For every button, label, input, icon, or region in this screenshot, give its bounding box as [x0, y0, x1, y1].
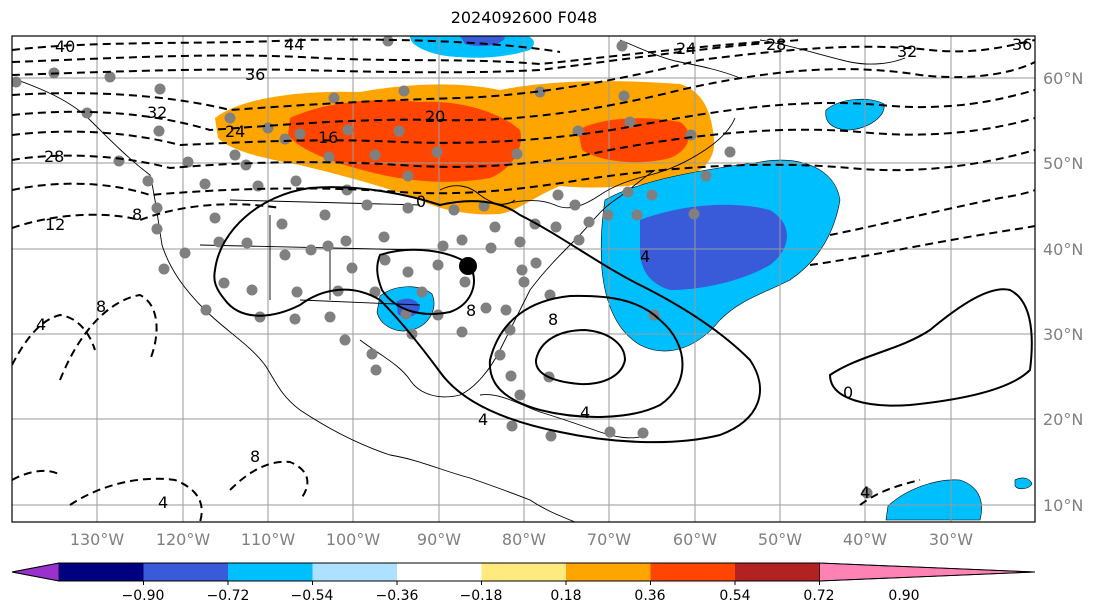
lat-label: 60°N: [1043, 69, 1083, 88]
colorbar-extend-low: [11, 562, 60, 582]
contour-label: 8: [548, 310, 558, 329]
dashed-contours: [12, 38, 1035, 522]
contour-label: 0: [416, 192, 426, 211]
contour-label: 4: [640, 247, 650, 266]
colorbar-tick-label: −0.72: [207, 588, 250, 604]
colorbar-tick-label: 0.54: [719, 588, 750, 604]
contour-label: 32: [897, 42, 917, 61]
map-frame: [11, 35, 1036, 523]
lon-label: 120°W: [156, 530, 211, 549]
colorbar-segment: [735, 563, 820, 581]
colorbar-tick-label: −0.18: [460, 588, 503, 604]
colorbar-segment: [312, 563, 398, 581]
contour-label: 24: [225, 122, 245, 141]
contour-label: 36: [1012, 35, 1032, 54]
lon-label: 60°W: [673, 530, 717, 549]
colorbar-tick-labels: −0.90 −0.72 −0.54 −0.36 −0.18 0.18 0.36 …: [122, 588, 920, 604]
lon-label: 90°W: [417, 530, 461, 549]
contour-label: 20: [425, 107, 445, 126]
lat-label: 40°N: [1043, 240, 1083, 259]
colorbar-segment: [228, 563, 313, 581]
colorbar-tick-label: 0.18: [550, 588, 581, 604]
contour-label: 24: [676, 39, 696, 58]
map-title: 2024092600 F048: [450, 8, 598, 27]
colorbar-tick-label: −0.54: [291, 588, 334, 604]
colorbar-segment: [481, 563, 567, 581]
contour-labels: 40 44 36 32 28 24 20 16 12 8 4 0 24 28 3…: [36, 35, 1032, 512]
lat-label: 20°N: [1043, 410, 1083, 429]
contour-label: 4: [158, 493, 168, 512]
contour-label: 28: [766, 35, 786, 54]
colorbar-segment: [59, 563, 144, 581]
contour-label: 44: [284, 35, 304, 54]
colorbar-segment: [397, 563, 482, 581]
lon-label: 70°W: [587, 530, 631, 549]
contour-label: 4: [580, 403, 590, 422]
station-markers: [12, 36, 873, 499]
contour-label: 8: [250, 447, 260, 466]
contour-label: 8: [132, 205, 142, 224]
colorbar-tick-label: 0.36: [634, 588, 665, 604]
colorbar-segment: [650, 563, 736, 581]
lat-label: 50°N: [1043, 154, 1083, 173]
longitude-labels: 130°W 120°W 110°W 100°W 90°W 80°W 70°W 6…: [70, 530, 973, 549]
contour-label: 12: [45, 215, 65, 234]
contour-label: 8: [466, 301, 476, 320]
lon-label: 100°W: [326, 530, 381, 549]
contour-label: 16: [318, 128, 338, 147]
contour-label: 4: [860, 483, 870, 502]
contour-label: 40: [55, 37, 75, 56]
contour-label: 32: [147, 103, 167, 122]
lon-label: 110°W: [241, 530, 296, 549]
contour-label: 4: [36, 315, 46, 334]
lon-label: 50°W: [758, 530, 802, 549]
colorbar-segment: [143, 563, 229, 581]
solid-contours: [213, 186, 1033, 444]
colorbar-segment: [566, 563, 651, 581]
contour-label: 36: [245, 65, 265, 84]
colorbar-tick-label: −0.36: [376, 588, 419, 604]
colorbar: [11, 562, 1036, 585]
lon-label: 30°W: [929, 530, 973, 549]
contour-label: 8: [96, 297, 106, 316]
lat-label: 10°N: [1043, 496, 1083, 515]
lon-label: 130°W: [70, 530, 125, 549]
lon-label: 40°W: [843, 530, 887, 549]
colorbar-tick-label: 0.72: [803, 588, 834, 604]
colorbar-tick-label: 0.90: [888, 588, 919, 604]
coastlines: [12, 39, 906, 522]
positive-anomaly-region: [215, 81, 715, 215]
colorbar-tick-label: −0.90: [122, 588, 165, 604]
lat-label: 30°N: [1043, 325, 1083, 344]
latitude-labels: 60°N 50°N 40°N 30°N 20°N 10°N: [1043, 69, 1083, 515]
contour-label: 4: [478, 410, 488, 429]
contour-label: 28: [44, 147, 64, 166]
contour-label: 0: [843, 383, 853, 402]
lon-label: 80°W: [502, 530, 546, 549]
colorbar-outline: [11, 562, 1036, 582]
colorbar-extend-high: [819, 562, 1036, 582]
